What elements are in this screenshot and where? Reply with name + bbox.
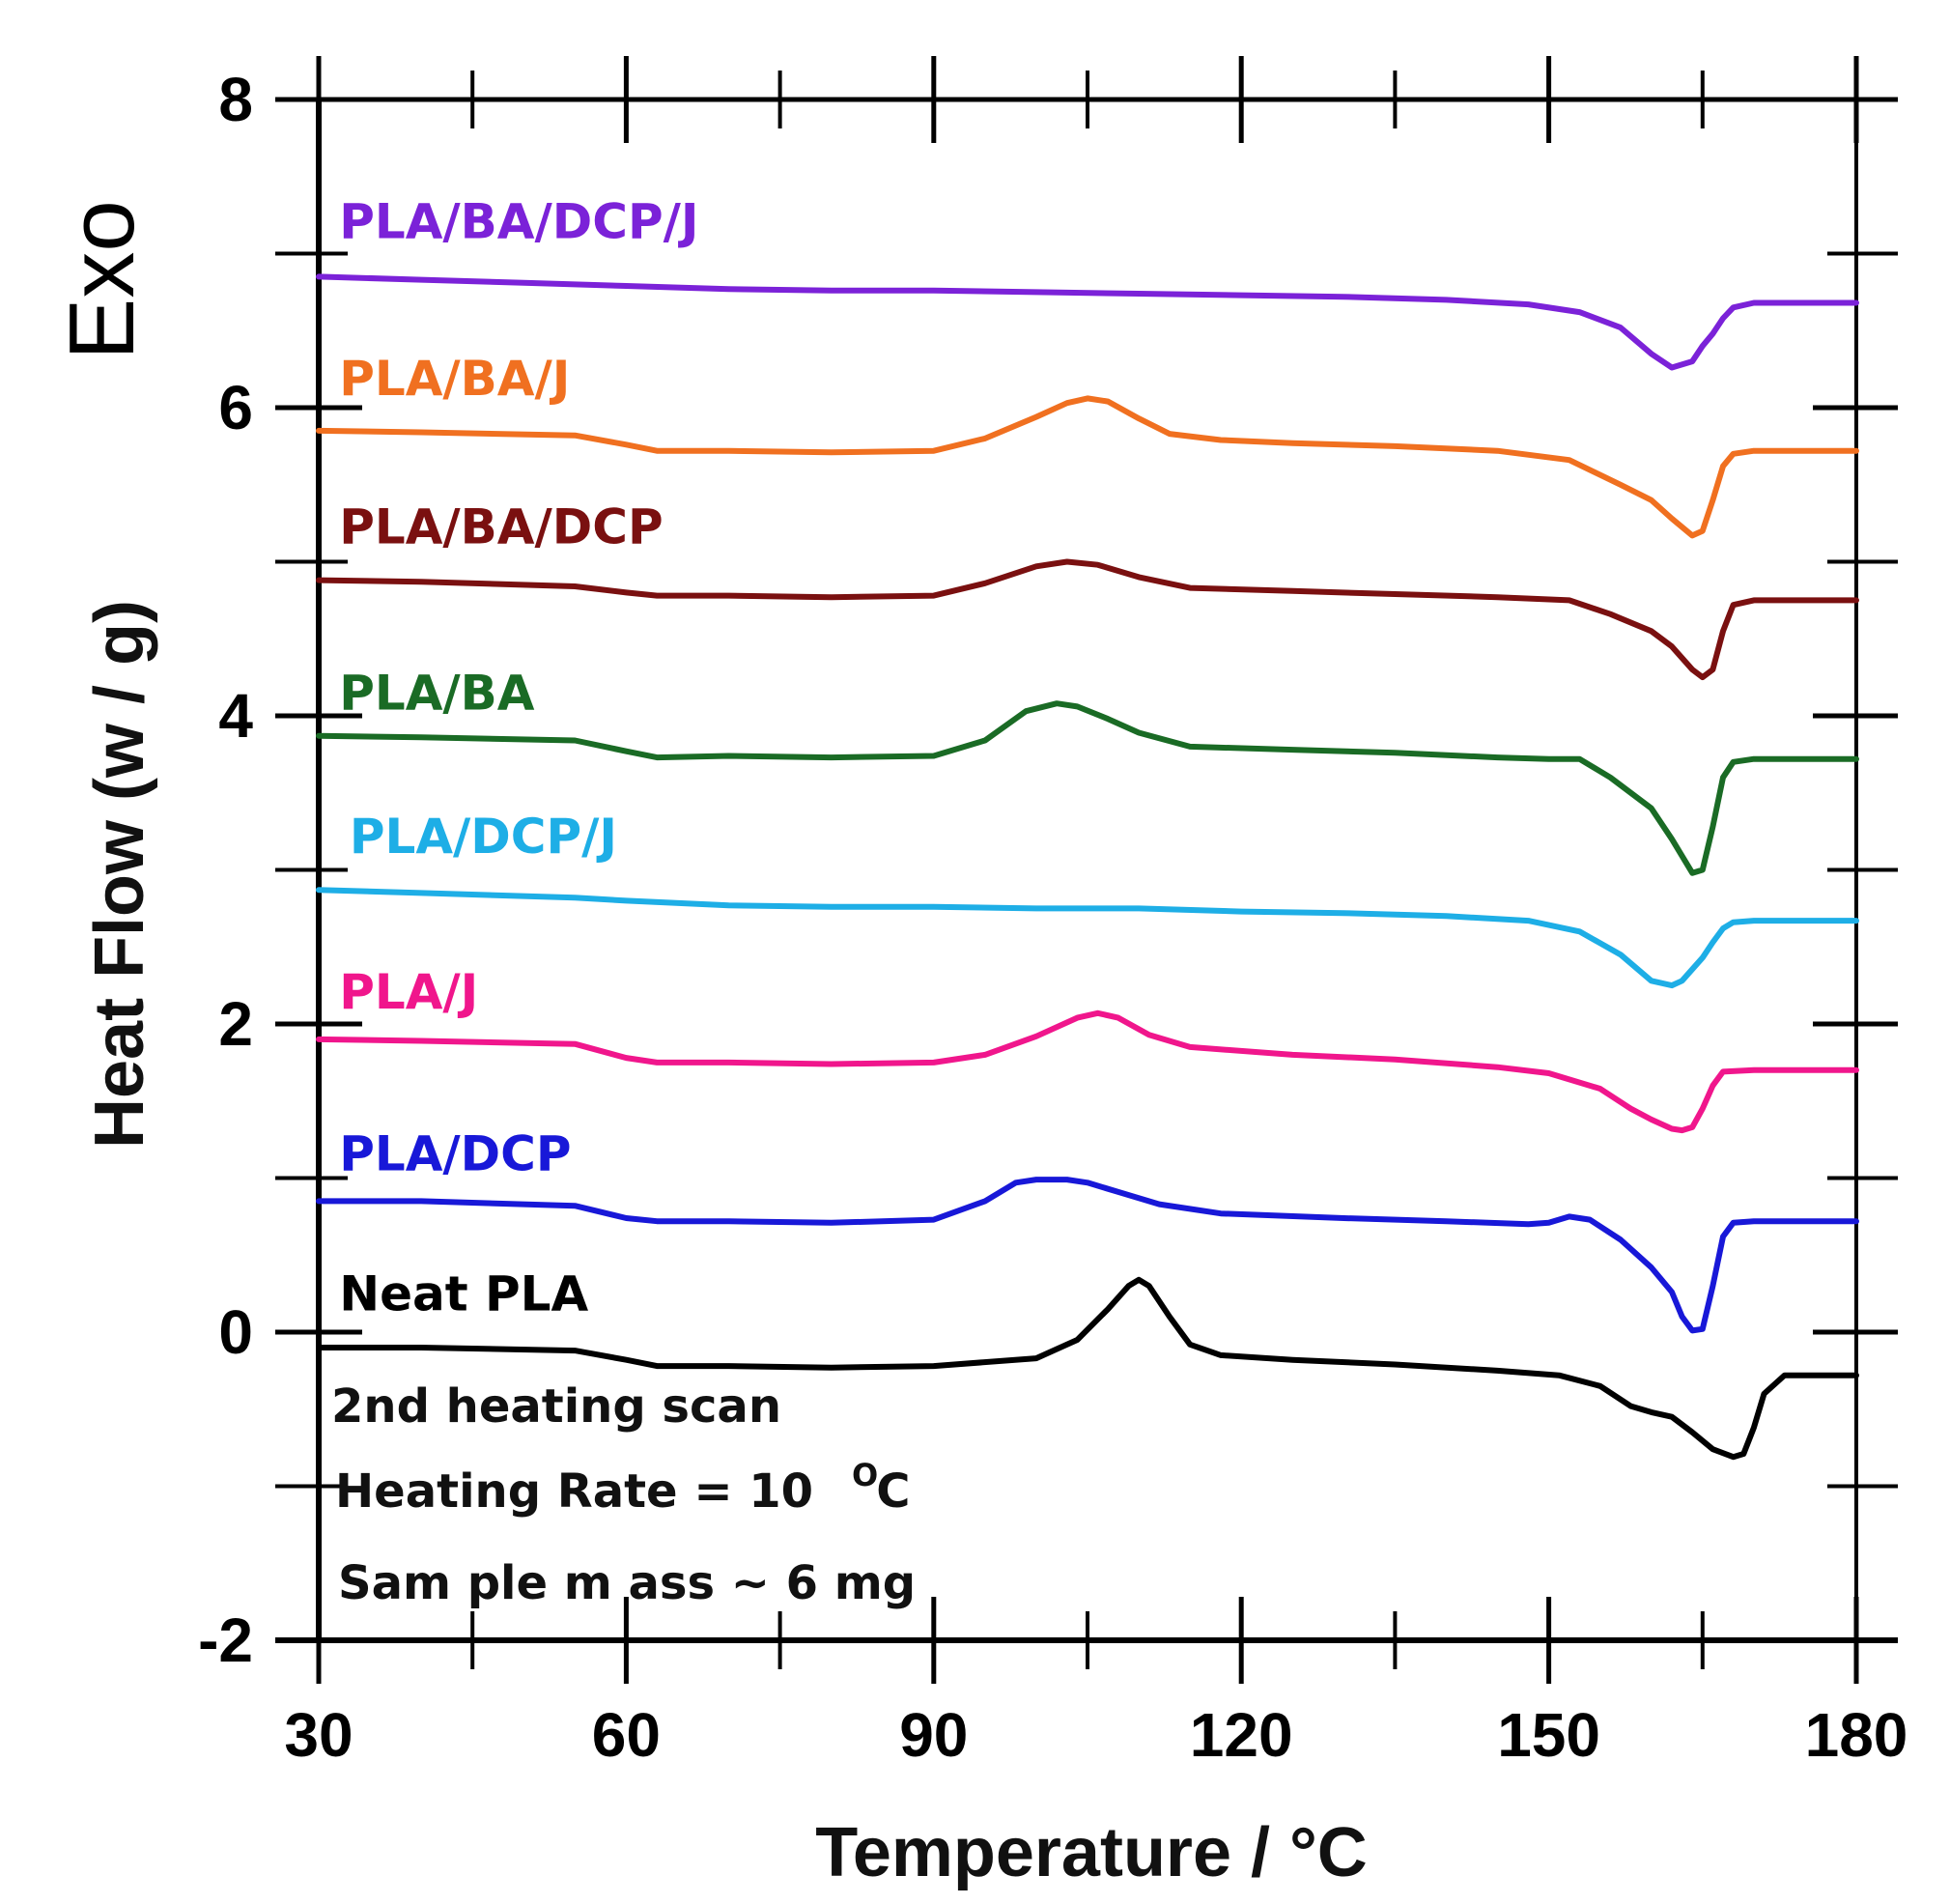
annotation-rate-main: Heating Rate = 10	[335, 1464, 813, 1519]
annotation-rate-unit: C	[876, 1464, 910, 1519]
x-tick-label: 90	[899, 1700, 968, 1770]
x-tick-label: 60	[592, 1700, 661, 1770]
series-label-neat-pla: Neat PLA	[339, 1266, 588, 1322]
y-tick-label: 6	[218, 373, 253, 442]
exo-label: Exo	[50, 200, 154, 359]
y-tick-label: 4	[218, 681, 253, 751]
y-axis: -2 0 2 4 6 8	[198, 65, 1898, 1675]
series-label-pla-j: PLA/J	[339, 964, 478, 1020]
series-layer	[316, 273, 1859, 1461]
series-line-pla-ba	[316, 700, 1859, 876]
annotation-mass: Sam ple m ass ~ 6 mg	[338, 1556, 916, 1610]
series-label-pla-ba-j: PLA/BA/J	[339, 351, 570, 407]
series-line-pla-ba-j	[316, 395, 1859, 539]
x-axis: 30 60 90 120 150 180	[284, 56, 1908, 1770]
series-label-pla-dcp-j: PLA/DCP/J	[350, 809, 617, 865]
series-label-pla-ba: PLA/BA	[339, 666, 535, 722]
series-line-pla-j	[316, 1009, 1859, 1134]
series-labels: PLA/BA/DCP/J PLA/BA/J PLA/BA/DCP PLA/BA PLA/…	[339, 194, 698, 1322]
series-line-pla-dcp-j	[316, 887, 1859, 989]
y-tick-label: 2	[218, 989, 253, 1059]
x-tick-label: 120	[1190, 1700, 1293, 1770]
series-line-pla-dcp	[316, 1177, 1859, 1334]
series-label-pla-ba-dcp: PLA/BA/DCP	[339, 498, 663, 554]
series-line-pla-ba-dcp	[316, 558, 1859, 681]
series-line-neat-pla	[316, 1276, 1859, 1461]
x-tick-label: 180	[1805, 1700, 1908, 1770]
x-tick-label: 150	[1497, 1700, 1600, 1770]
x-axis-title: Temperature / °C	[815, 1814, 1368, 1891]
annotation-rate: Heating Rate = 10 OC	[335, 1457, 910, 1519]
y-tick-label: 0	[218, 1297, 253, 1367]
y-tick-label: -2	[198, 1606, 253, 1675]
series-label-pla-dcp: PLA/DCP	[339, 1126, 571, 1182]
series-line-pla-ba-dcp-j	[316, 273, 1859, 371]
y-axis-title: Heat Flow (w / g)	[81, 600, 158, 1149]
series-label-pla-ba-dcp-j: PLA/BA/DCP/J	[339, 194, 698, 250]
y-tick-label: 8	[218, 65, 253, 134]
annotation-rate-sup: O	[852, 1457, 878, 1493]
x-tick-label: 30	[284, 1700, 353, 1770]
annotation-scan: 2nd heating scan	[331, 1379, 781, 1434]
